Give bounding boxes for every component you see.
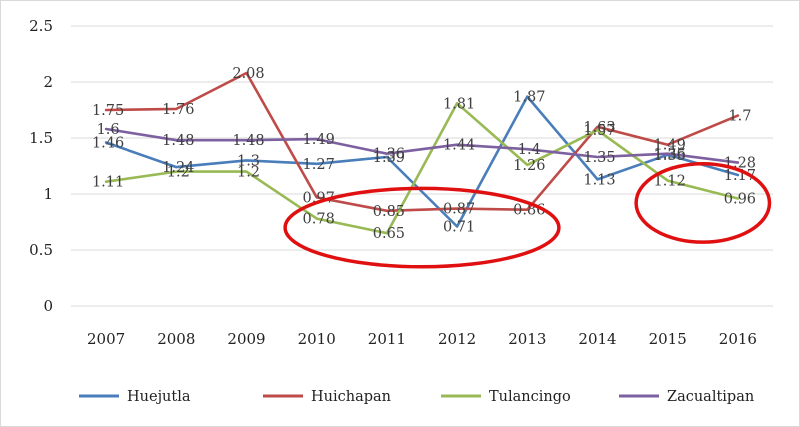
data-label: 1.63 xyxy=(583,120,615,136)
x-tick-label: 2010 xyxy=(298,330,336,348)
data-label: 1.57 xyxy=(583,123,615,139)
data-label: 1.17 xyxy=(724,168,756,184)
x-tick-label: 2016 xyxy=(719,330,757,348)
data-label: 0.85 xyxy=(373,204,405,220)
x-tick-label: 2009 xyxy=(227,330,265,348)
legend-label: Huichapan xyxy=(311,389,391,405)
data-label: 1.26 xyxy=(513,158,545,174)
x-tick-label: 2012 xyxy=(438,330,476,348)
data-label: 0.65 xyxy=(373,226,405,242)
data-label: 1.87 xyxy=(513,90,545,106)
legend-label: Huejutla xyxy=(127,389,191,405)
series-lines xyxy=(104,71,740,235)
data-label: 1.48 xyxy=(232,133,264,149)
data-label: 1.49 xyxy=(654,138,686,154)
series-line-huejutla xyxy=(104,95,740,228)
annotation-ellipse xyxy=(283,186,561,269)
data-label: 1.35 xyxy=(583,150,615,166)
data-label: 1.4 xyxy=(518,142,541,158)
data-label: 0.87 xyxy=(443,202,475,218)
data-label: 1.3 xyxy=(237,153,260,169)
x-tick-label: 2007 xyxy=(87,330,125,348)
annotation-ellipse xyxy=(634,162,772,244)
data-label: 1.2 xyxy=(237,165,260,181)
x-tick-label: 2013 xyxy=(508,330,546,348)
data-label: 1.11 xyxy=(92,175,124,191)
data-label: 0.71 xyxy=(443,219,475,235)
data-label: 1.2 xyxy=(167,165,190,181)
x-tick-label: 2011 xyxy=(368,330,406,348)
series-line-tulancingo xyxy=(104,102,740,235)
y-tick-label: 2.5 xyxy=(29,17,53,35)
data-label: 1.36 xyxy=(654,147,686,163)
data-label: 1.6 xyxy=(97,122,120,138)
y-tick-label: 0.5 xyxy=(29,241,53,259)
gridlines xyxy=(71,25,773,307)
x-axis-ticks: 2007 2008 2009 2010 2011 2012 2013 2014 2015 2016 xyxy=(87,330,757,348)
data-label: 1.46 xyxy=(92,135,124,151)
data-label: 1.81 xyxy=(443,96,475,112)
legend-label: Tulancingo xyxy=(489,389,571,405)
data-labels: 1.46 1.24 1.3 1.27 1.39 0.71 1.87 1.13 1.35 1.17 1… xyxy=(92,66,756,242)
data-label: 0.78 xyxy=(303,212,335,228)
y-axis-ticks: 0 0.5 1 1.5 2 2.5 xyxy=(29,17,53,315)
data-label: 1.44 xyxy=(443,138,475,154)
y-tick-label: 1 xyxy=(43,185,53,203)
annotations xyxy=(283,162,772,269)
data-label: 1.49 xyxy=(303,132,335,148)
x-tick-label: 2008 xyxy=(157,330,195,348)
data-label: 1.13 xyxy=(583,172,615,188)
legend: Huejutla Huichapan Tulancingo Zacualtipan xyxy=(79,389,754,405)
data-label: 1.75 xyxy=(92,103,124,119)
data-label: 1.35 xyxy=(654,148,686,164)
data-label: 1.36 xyxy=(373,147,405,163)
series-line-zacualtipan xyxy=(104,127,740,164)
data-label: 2.08 xyxy=(232,66,264,82)
y-tick-label: 2 xyxy=(43,73,53,91)
data-label: 0.97 xyxy=(303,190,335,206)
y-tick-label: 0 xyxy=(43,297,53,315)
data-label: 1.76 xyxy=(162,102,194,118)
data-label: 1.24 xyxy=(162,160,194,176)
data-label: 1.39 xyxy=(373,150,405,166)
legend-label: Zacualtipan xyxy=(667,389,754,405)
y-tick-label: 1.5 xyxy=(29,129,53,147)
data-label: 0.96 xyxy=(724,191,756,207)
data-label: 1.7 xyxy=(728,109,751,125)
data-label: 1.12 xyxy=(654,174,686,190)
series-line-huichapan xyxy=(104,71,740,213)
data-label: 1.27 xyxy=(303,157,335,173)
data-label: 1.48 xyxy=(162,133,194,149)
x-tick-label: 2014 xyxy=(578,330,616,348)
x-tick-label: 2015 xyxy=(649,330,687,348)
